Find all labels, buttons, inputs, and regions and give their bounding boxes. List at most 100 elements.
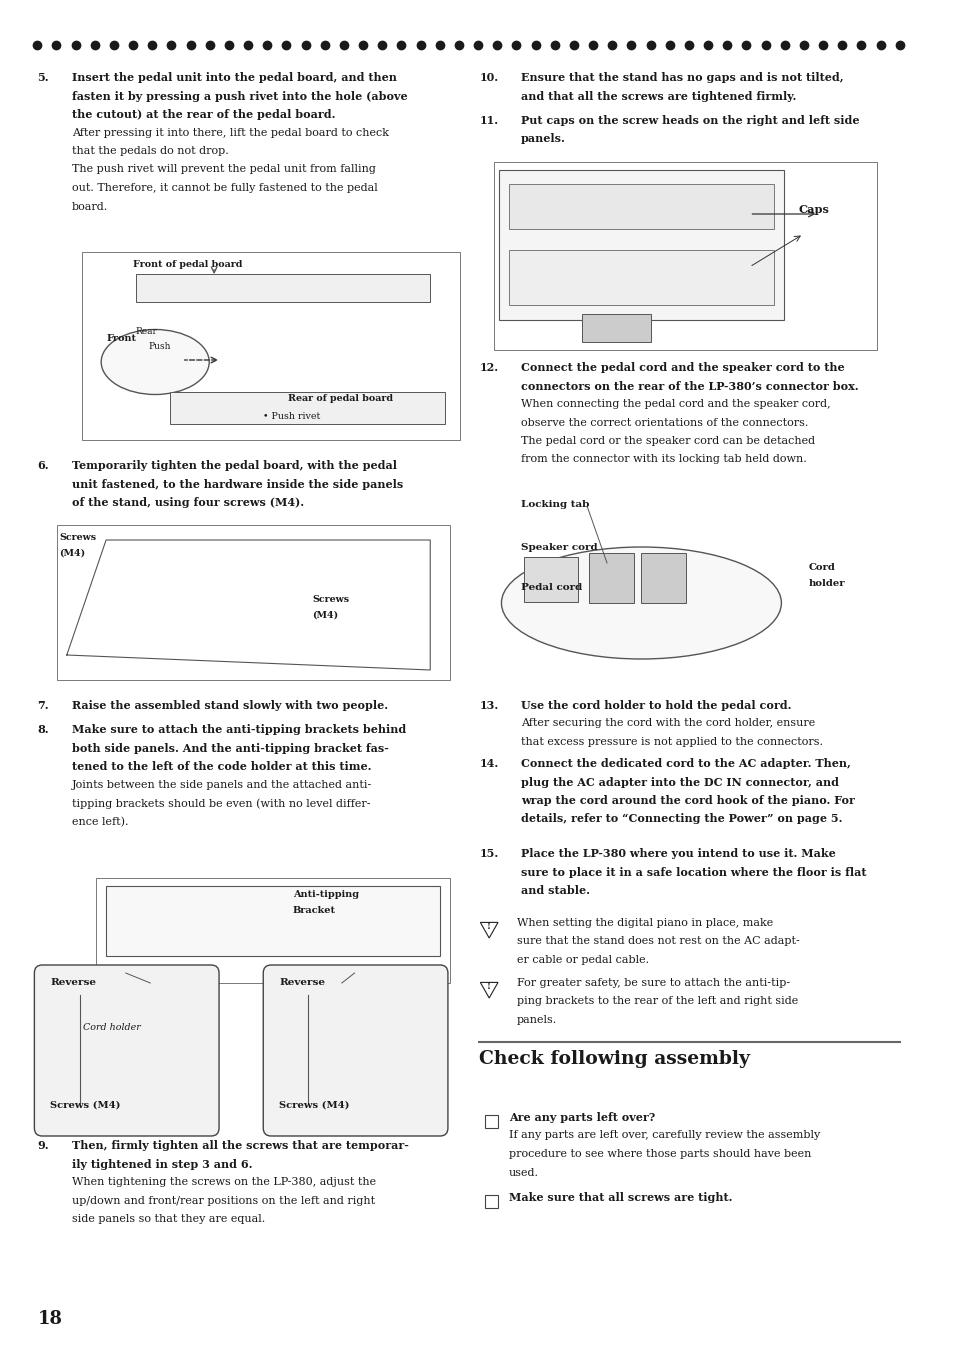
Text: from the connector with its locking tab held down.: from the connector with its locking tab … [520,455,805,464]
Text: Make sure to attach the anti-tipping brackets behind: Make sure to attach the anti-tipping bra… [71,724,406,734]
Text: Make sure that all screws are tight.: Make sure that all screws are tight. [508,1192,732,1203]
Text: observe the correct orientations of the connectors.: observe the correct orientations of the … [520,417,807,428]
FancyBboxPatch shape [57,525,450,680]
Text: Pedal cord: Pedal cord [520,583,581,593]
Text: 11.: 11. [478,115,498,126]
Text: fasten it by pressing a push rivet into the hole (above: fasten it by pressing a push rivet into … [71,90,407,101]
Text: Ensure that the stand has no gaps and is not tilted,: Ensure that the stand has no gaps and is… [520,72,842,82]
Text: 14.: 14. [478,757,498,769]
Text: Cord: Cord [807,563,835,572]
Text: When tightening the screws on the LP-380, adjust the: When tightening the screws on the LP-380… [71,1177,375,1187]
Ellipse shape [101,329,209,394]
Text: er cable or pedal cable.: er cable or pedal cable. [517,954,648,965]
Text: 7.: 7. [37,701,49,711]
Text: 10.: 10. [478,72,498,82]
Text: plug the AC adapter into the DC IN connector, and: plug the AC adapter into the DC IN conne… [520,776,838,787]
Text: details, refer to “Connecting the Power” on page 5.: details, refer to “Connecting the Power”… [520,814,841,825]
FancyBboxPatch shape [263,965,448,1135]
FancyBboxPatch shape [106,886,439,956]
FancyBboxPatch shape [523,558,577,602]
Text: When connecting the pedal cord and the speaker cord,: When connecting the pedal cord and the s… [520,400,829,409]
Text: Then, firmly tighten all the screws that are temporar-: Then, firmly tighten all the screws that… [71,1139,408,1152]
Text: ence left).: ence left). [71,817,128,826]
Text: and that all the screws are tightened firmly.: and that all the screws are tightened fi… [520,90,795,101]
Text: board.: board. [71,201,108,212]
Text: Reverse: Reverse [278,977,325,987]
FancyBboxPatch shape [589,554,633,603]
Text: Locking tab: Locking tab [520,500,588,509]
Text: wrap the cord around the cord hook of the piano. For: wrap the cord around the cord hook of th… [520,795,854,806]
Text: Speaker cord: Speaker cord [520,543,597,552]
Text: Connect the pedal cord and the speaker cord to the: Connect the pedal cord and the speaker c… [520,362,843,373]
Text: The push rivet will prevent the pedal unit from falling: The push rivet will prevent the pedal un… [71,165,375,174]
FancyBboxPatch shape [81,252,459,440]
Text: Rear: Rear [135,327,157,336]
Text: Joints between the side panels and the attached anti-: Joints between the side panels and the a… [71,779,372,790]
FancyBboxPatch shape [508,184,773,230]
Text: Rear of pedal board: Rear of pedal board [288,394,393,404]
FancyBboxPatch shape [582,315,651,342]
Text: (M4): (M4) [312,612,338,620]
Bar [485,1115,497,1129]
Text: 5.: 5. [37,72,49,82]
Text: 18: 18 [37,1310,62,1328]
Text: 13.: 13. [478,701,498,711]
Text: up/down and front/rear positions on the left and right: up/down and front/rear positions on the … [71,1196,375,1206]
Text: that the pedals do not drop.: that the pedals do not drop. [71,146,228,157]
Text: 15.: 15. [478,848,498,859]
Text: both side panels. And the anti-tipping bracket fas-: both side panels. And the anti-tipping b… [71,743,388,753]
Text: Are any parts left over?: Are any parts left over? [508,1112,655,1123]
Text: After securing the cord with the cord holder, ensure: After securing the cord with the cord ho… [520,718,814,729]
Text: ily tightened in step 3 and 6.: ily tightened in step 3 and 6. [71,1158,252,1169]
Text: !: ! [487,983,491,991]
Text: Anti-tipping: Anti-tipping [293,890,358,899]
FancyBboxPatch shape [34,965,219,1135]
Text: If any parts are left over, carefully review the assembly: If any parts are left over, carefully re… [508,1130,820,1141]
Text: panels.: panels. [520,134,565,144]
Text: Connect the dedicated cord to the AC adapter. Then,: Connect the dedicated cord to the AC ada… [520,757,849,769]
FancyBboxPatch shape [170,392,444,424]
Text: When setting the digital piano in place, make: When setting the digital piano in place,… [517,918,772,927]
Bar [485,1195,497,1208]
Text: Temporarily tighten the pedal board, with the pedal: Temporarily tighten the pedal board, wit… [71,460,396,471]
Text: ping brackets to the rear of the left and right side: ping brackets to the rear of the left an… [517,996,797,1007]
Text: panels.: panels. [517,1015,557,1025]
Text: (M4): (M4) [59,549,85,558]
Text: Put caps on the screw heads on the right and left side: Put caps on the screw heads on the right… [520,115,859,126]
Text: 6.: 6. [37,460,49,471]
FancyBboxPatch shape [498,170,783,320]
Text: !: ! [487,922,491,931]
Text: tened to the left of the code holder at this time.: tened to the left of the code holder at … [71,761,371,772]
Text: Screws: Screws [59,533,96,541]
Text: side panels so that they are equal.: side panels so that they are equal. [71,1214,265,1224]
Text: sure that the stand does not rest on the AC adapt-: sure that the stand does not rest on the… [517,937,799,946]
Text: that excess pressure is not applied to the connectors.: that excess pressure is not applied to t… [520,737,821,747]
Text: Push: Push [148,342,171,351]
FancyBboxPatch shape [640,554,685,603]
Text: used.: used. [508,1168,538,1177]
Text: 9.: 9. [37,1139,49,1152]
Text: and stable.: and stable. [520,886,589,896]
Text: Raise the assembled stand slowly with two people.: Raise the assembled stand slowly with tw… [71,701,388,711]
Text: • Push rivet: • Push rivet [263,412,320,421]
Text: Use the cord holder to hold the pedal cord.: Use the cord holder to hold the pedal co… [520,701,790,711]
FancyBboxPatch shape [135,274,430,302]
Text: Screws (M4): Screws (M4) [51,1102,120,1110]
Text: 8.: 8. [37,724,49,734]
Ellipse shape [501,547,781,659]
Text: Cord holder: Cord holder [84,1023,141,1031]
Text: Place the LP-380 where you intend to use it. Make: Place the LP-380 where you intend to use… [520,848,835,859]
FancyBboxPatch shape [508,250,773,305]
Text: of the stand, using four screws (M4).: of the stand, using four screws (M4). [71,497,303,508]
Text: For greater safety, be sure to attach the anti-tip-: For greater safety, be sure to attach th… [517,977,789,988]
Text: the cutout) at the rear of the pedal board.: the cutout) at the rear of the pedal boa… [71,109,335,120]
Text: connectors on the rear of the LP-380’s connector box.: connectors on the rear of the LP-380’s c… [520,381,858,392]
Text: Bracket: Bracket [293,906,335,915]
Text: tipping brackets should be even (with no level differ-: tipping brackets should be even (with no… [71,798,370,809]
Text: Front of pedal board: Front of pedal board [132,261,242,269]
Text: holder: holder [807,579,844,589]
Text: sure to place it in a safe location where the floor is flat: sure to place it in a safe location wher… [520,867,865,878]
Text: Screws (M4): Screws (M4) [278,1102,349,1110]
Text: Reverse: Reverse [51,977,96,987]
Text: out. Therefore, it cannot be fully fastened to the pedal: out. Therefore, it cannot be fully faste… [71,184,377,193]
